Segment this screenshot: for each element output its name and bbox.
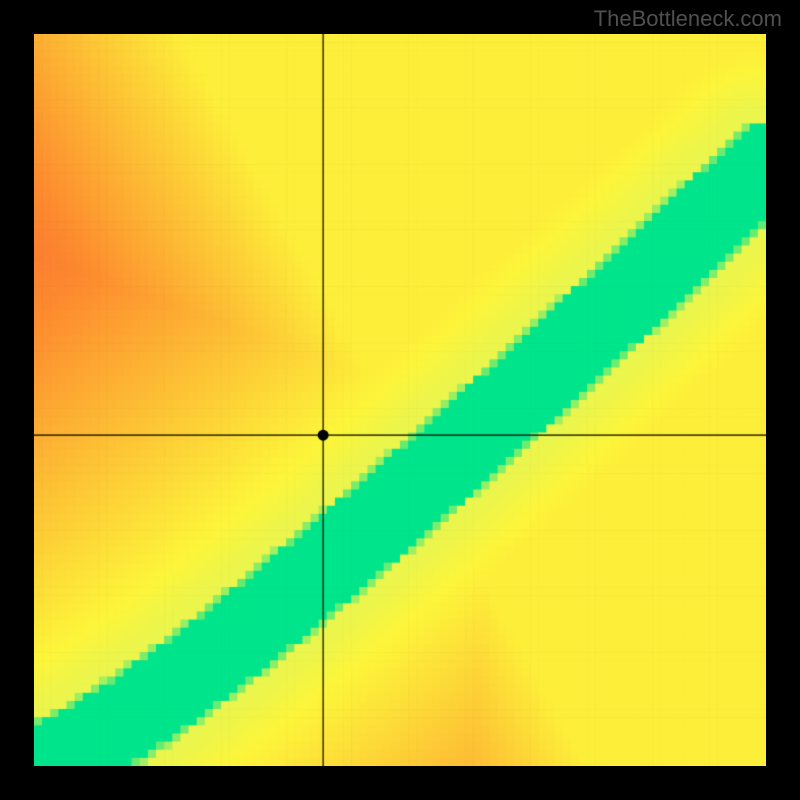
bottleneck-heatmap bbox=[34, 34, 766, 766]
watermark-text: TheBottleneck.com bbox=[594, 6, 782, 32]
